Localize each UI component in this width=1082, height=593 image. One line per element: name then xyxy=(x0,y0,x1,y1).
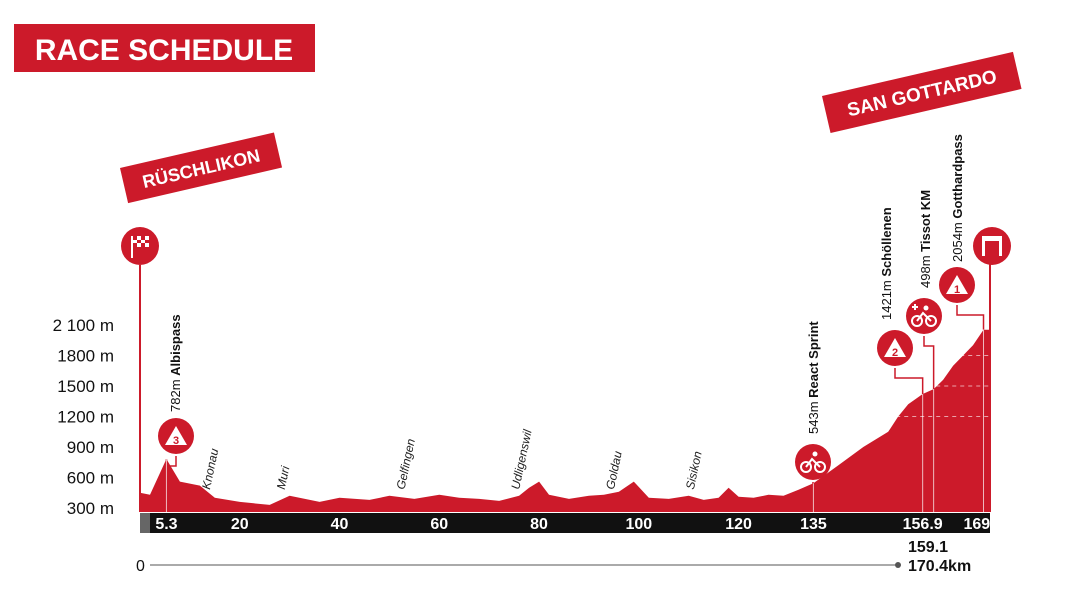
finish-banner: SAN GOTTARDO xyxy=(822,52,1022,133)
title-block: RACE SCHEDULE xyxy=(14,24,315,72)
start-banner: RÜSCHLIKON xyxy=(120,132,282,203)
altitude-tick-label: 1800 m xyxy=(57,347,114,366)
poi-connector xyxy=(957,305,984,330)
town-label-group: Sisikon xyxy=(683,450,705,491)
km-tick-label: 40 xyxy=(331,516,349,533)
distance-end-label: 170.4km xyxy=(908,558,971,575)
town-label-group: Goldau xyxy=(603,450,625,491)
poi-label-group: 498m Tissot KM xyxy=(918,190,933,288)
town-label: Muri xyxy=(274,465,293,491)
km-tick-label: 60 xyxy=(430,516,448,533)
poi-label-group: 2054m Gotthardpass xyxy=(950,134,965,262)
distance-start-label: 0 xyxy=(136,558,145,575)
altitude-tick-label: 1200 m xyxy=(57,408,114,427)
poi-label: 782m Albispass xyxy=(168,314,183,412)
km-tick-label: 5.3 xyxy=(155,516,177,533)
poi-altitude: 2054m xyxy=(950,219,965,262)
poi-altitude: 1421m xyxy=(879,277,894,320)
km-tick-label: 169.1 xyxy=(963,516,1003,533)
km-tick-label: 120 xyxy=(725,516,752,533)
km-tick-label: 135 xyxy=(800,516,827,533)
altitude-tick-label: 1500 m xyxy=(57,377,114,396)
km-tick-label: 20 xyxy=(231,516,249,533)
km-tick-label: 80 xyxy=(530,516,548,533)
town-label-group: Gelfingen xyxy=(394,437,418,490)
km-label-extra: 159.1 xyxy=(908,539,948,556)
distance-end-dot xyxy=(895,562,901,568)
poi-label-group: 1421m Schöllenen xyxy=(879,207,894,320)
km-tick-label: 156.9 xyxy=(903,516,943,533)
town-label: Knonau xyxy=(199,447,221,491)
altitude-tick-label: 600 m xyxy=(67,469,114,488)
km-bar: 5.3 20 40 60 80 100 120 135 156.9 169.1 xyxy=(140,513,1004,533)
town-label: Goldau xyxy=(603,450,625,491)
town-label: Gelfingen xyxy=(394,437,418,490)
poi-name: Gotthardpass xyxy=(950,134,965,219)
page-title: RACE SCHEDULE xyxy=(35,34,293,67)
poi-name: Tissot KM xyxy=(918,190,933,252)
altitude-tick-label: 300 m xyxy=(67,499,114,518)
poi-label: 2054m Gotthardpass xyxy=(950,134,965,262)
km-bar-start-segment xyxy=(140,513,150,533)
poi-label-group: 543m React Sprint xyxy=(806,321,821,434)
poi-altitude: 782m xyxy=(168,376,183,412)
poi-name: Albispass xyxy=(168,314,183,375)
category-number: 1 xyxy=(954,284,960,296)
km-tick-label: 100 xyxy=(625,516,652,533)
km-bar-background xyxy=(140,513,990,533)
town-label: Sisikon xyxy=(683,450,705,491)
poi-altitude: 498m xyxy=(918,252,933,288)
town-label-group: Udligenswil xyxy=(508,428,534,491)
category-number: 2 xyxy=(892,347,898,359)
altitude-tick-label: 2 100 m xyxy=(53,316,114,335)
category-number: 3 xyxy=(173,435,179,447)
elevation-area xyxy=(140,330,990,512)
poi-circle xyxy=(795,444,831,480)
poi-connector xyxy=(924,336,934,389)
poi-altitude: 543m xyxy=(806,398,821,434)
poi-name: Schöllenen xyxy=(879,207,894,276)
altitude-tick-label: 900 m xyxy=(67,438,114,457)
poi-circle xyxy=(906,298,942,334)
poi-connector xyxy=(895,368,923,394)
town-labels: Knonau Muri Gelfingen Udligenswil Goldau Sisi… xyxy=(199,428,705,491)
town-label: Udligenswil xyxy=(508,428,534,491)
poi-label: 1421m Schöllenen xyxy=(879,207,894,320)
town-label-group: Knonau xyxy=(199,447,221,491)
distance-scale: 0 170.4km 159.1 xyxy=(136,539,971,575)
poi-label-group: 782m Albispass xyxy=(168,314,183,412)
elevation-profile xyxy=(140,330,990,512)
start-marker xyxy=(121,227,159,512)
finish-circle xyxy=(973,227,1011,265)
poi-label: 543m React Sprint xyxy=(806,321,821,434)
poi-name: React Sprint xyxy=(806,321,821,398)
poi-label: 498m Tissot KM xyxy=(918,190,933,288)
altitude-axis: 2 100 m 1800 m 1500 m 1200 m 900 m 600 m 300 m xyxy=(53,316,114,518)
town-label-group: Muri xyxy=(274,465,293,491)
